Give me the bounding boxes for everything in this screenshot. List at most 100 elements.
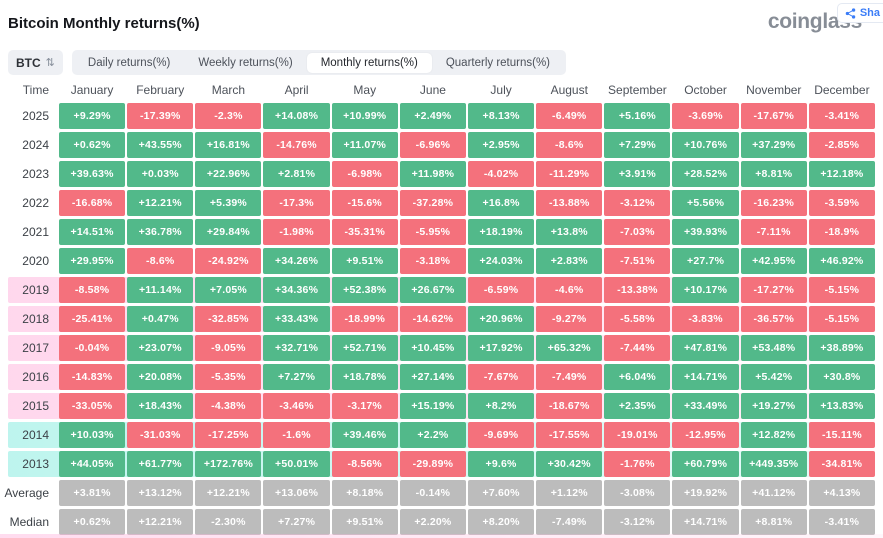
returns-table: Time January February March April May June July… [5, 79, 875, 535]
return-cell: +33.49% [672, 393, 739, 419]
return-cell: +60.79% [672, 451, 739, 477]
row-label: 2023 [22, 167, 49, 181]
return-cell: -5.15% [808, 277, 875, 303]
return-cell: -11.29% [536, 161, 603, 187]
return-cell: +10.45% [399, 335, 466, 361]
tab-daily-returns[interactable]: Daily returns(%) [87, 56, 171, 69]
return-cell: -7.44% [604, 335, 671, 361]
return-cell: -8.56% [331, 451, 398, 477]
tab-monthly-returns[interactable]: Monthly returns(%) [306, 52, 432, 73]
return-cell: +8.13% [467, 103, 535, 129]
row-label: 2017 [22, 341, 49, 355]
return-cell: +15.19% [399, 393, 466, 419]
return-cell: -2.30% [195, 509, 262, 535]
return-cell: +7.05% [195, 277, 262, 303]
return-cell: +2.81% [263, 161, 330, 187]
table-row-2015: 2015 -33.05% +18.43% -4.38% -3.46% -3.17% +15.… [8, 393, 875, 419]
return-cell: -18.67% [536, 393, 603, 419]
return-cell: +33.43% [263, 306, 330, 332]
return-cell: -5.58% [604, 306, 671, 332]
symbol-select[interactable]: BTC ⇅ [8, 50, 63, 75]
return-cell: -19.01% [604, 422, 671, 448]
return-cell: +5.56% [672, 190, 739, 216]
return-cell: -3.17% [331, 393, 398, 419]
row-label: 2022 [22, 196, 49, 210]
table-row-average: Average +3.81% +13.12% +12.21% +13.06% +8.18%… [5, 480, 875, 506]
return-cell: +1.12% [536, 480, 603, 506]
return-cell: +34.26% [263, 248, 330, 274]
return-cell: +0.47% [127, 306, 194, 332]
return-cell: -7.51% [604, 248, 671, 274]
return-cell: +16.81% [195, 132, 262, 158]
return-cell: +12.21% [127, 190, 194, 216]
return-cell: +22.96% [195, 161, 262, 187]
share-button[interactable]: Sha [836, 3, 883, 23]
return-cell: -24.92% [195, 248, 262, 274]
return-cell: +2.95% [467, 132, 535, 158]
return-cell: +4.13% [808, 480, 875, 506]
month-column-header: July [490, 82, 512, 97]
return-cell: -14.76% [263, 132, 330, 158]
return-cell: -6.59% [467, 277, 535, 303]
return-cell: +2.35% [604, 393, 671, 419]
return-cell: +27.7% [672, 248, 739, 274]
return-cell: +38.89% [808, 335, 875, 361]
return-cell: -3.41% [808, 103, 875, 129]
return-cell: +29.84% [195, 219, 262, 245]
return-cell: +12.21% [127, 509, 194, 535]
return-cell: +7.60% [467, 480, 535, 506]
table-row-2020: 2020 +29.95% -8.6% -24.92% +34.26% +9.51% -3.1… [8, 248, 875, 274]
return-cell: -3.46% [263, 393, 330, 419]
return-cell: -9.69% [467, 422, 535, 448]
return-cell: +6.04% [604, 364, 671, 390]
return-cell: +36.78% [127, 219, 194, 245]
return-cell: -34.81% [808, 451, 875, 477]
month-column-header: September [608, 82, 667, 97]
return-cell: +30.8% [808, 364, 875, 390]
return-cell: +18.78% [331, 364, 398, 390]
return-cell: +42.95% [740, 248, 807, 274]
return-cell: +9.29% [59, 103, 126, 129]
time-column-header: Time [22, 82, 49, 97]
table-row-2016: 2016 -14.83% +20.08% -5.35% +7.27% +18.78% +27… [8, 364, 875, 390]
share-icon [845, 7, 856, 19]
return-cell: +30.42% [536, 451, 603, 477]
return-cell: -7.49% [536, 364, 603, 390]
table-row-2024: 2024 +0.62% +43.55% +16.81% -14.76% +11.07% -6… [8, 132, 875, 158]
return-cell: +9.6% [467, 451, 535, 477]
return-cell: -8.6% [536, 132, 603, 158]
return-cell: +47.81% [672, 335, 739, 361]
return-cell: -14.83% [59, 364, 126, 390]
return-cell: -17.55% [536, 422, 603, 448]
return-cell: -1.6% [263, 422, 330, 448]
return-cell: -15.11% [808, 422, 875, 448]
return-cell: -12.95% [672, 422, 739, 448]
return-cell: +14.51% [59, 219, 126, 245]
return-cell: -14.62% [399, 306, 466, 332]
tab-quarterly-returns[interactable]: Quarterly returns(%) [445, 56, 551, 69]
row-label: 2025 [22, 109, 49, 123]
return-cell: +13.12% [127, 480, 194, 506]
return-cell: +13.06% [263, 480, 330, 506]
return-cell: -3.69% [672, 103, 739, 129]
return-cell: +8.18% [331, 480, 398, 506]
return-cell: +14.08% [263, 103, 330, 129]
return-cell: +11.98% [399, 161, 466, 187]
return-cell: -17.27% [740, 277, 807, 303]
return-cell: +43.55% [127, 132, 194, 158]
month-column-header: December [814, 82, 870, 97]
table-row-2017: 2017 -0.04% +23.07% -9.05% +32.71% +52.71% +10… [8, 335, 875, 361]
return-cell: +12.82% [740, 422, 807, 448]
return-cell: -1.76% [604, 451, 671, 477]
return-cell: +20.08% [127, 364, 194, 390]
return-cell: -17.67% [740, 103, 807, 129]
return-cell: +172.76% [195, 451, 262, 477]
return-cell: +7.27% [263, 509, 330, 535]
return-cell: +12.21% [195, 480, 262, 506]
table-row-2021: 2021 +14.51% +36.78% +29.84% -1.98% -35.31% -5… [8, 219, 875, 245]
return-cell: -25.41% [59, 306, 126, 332]
return-cell: -7.11% [740, 219, 807, 245]
return-cell: +8.81% [740, 161, 807, 187]
return-cell: +10.76% [672, 132, 739, 158]
tab-weekly-returns[interactable]: Weekly returns(%) [198, 56, 293, 69]
